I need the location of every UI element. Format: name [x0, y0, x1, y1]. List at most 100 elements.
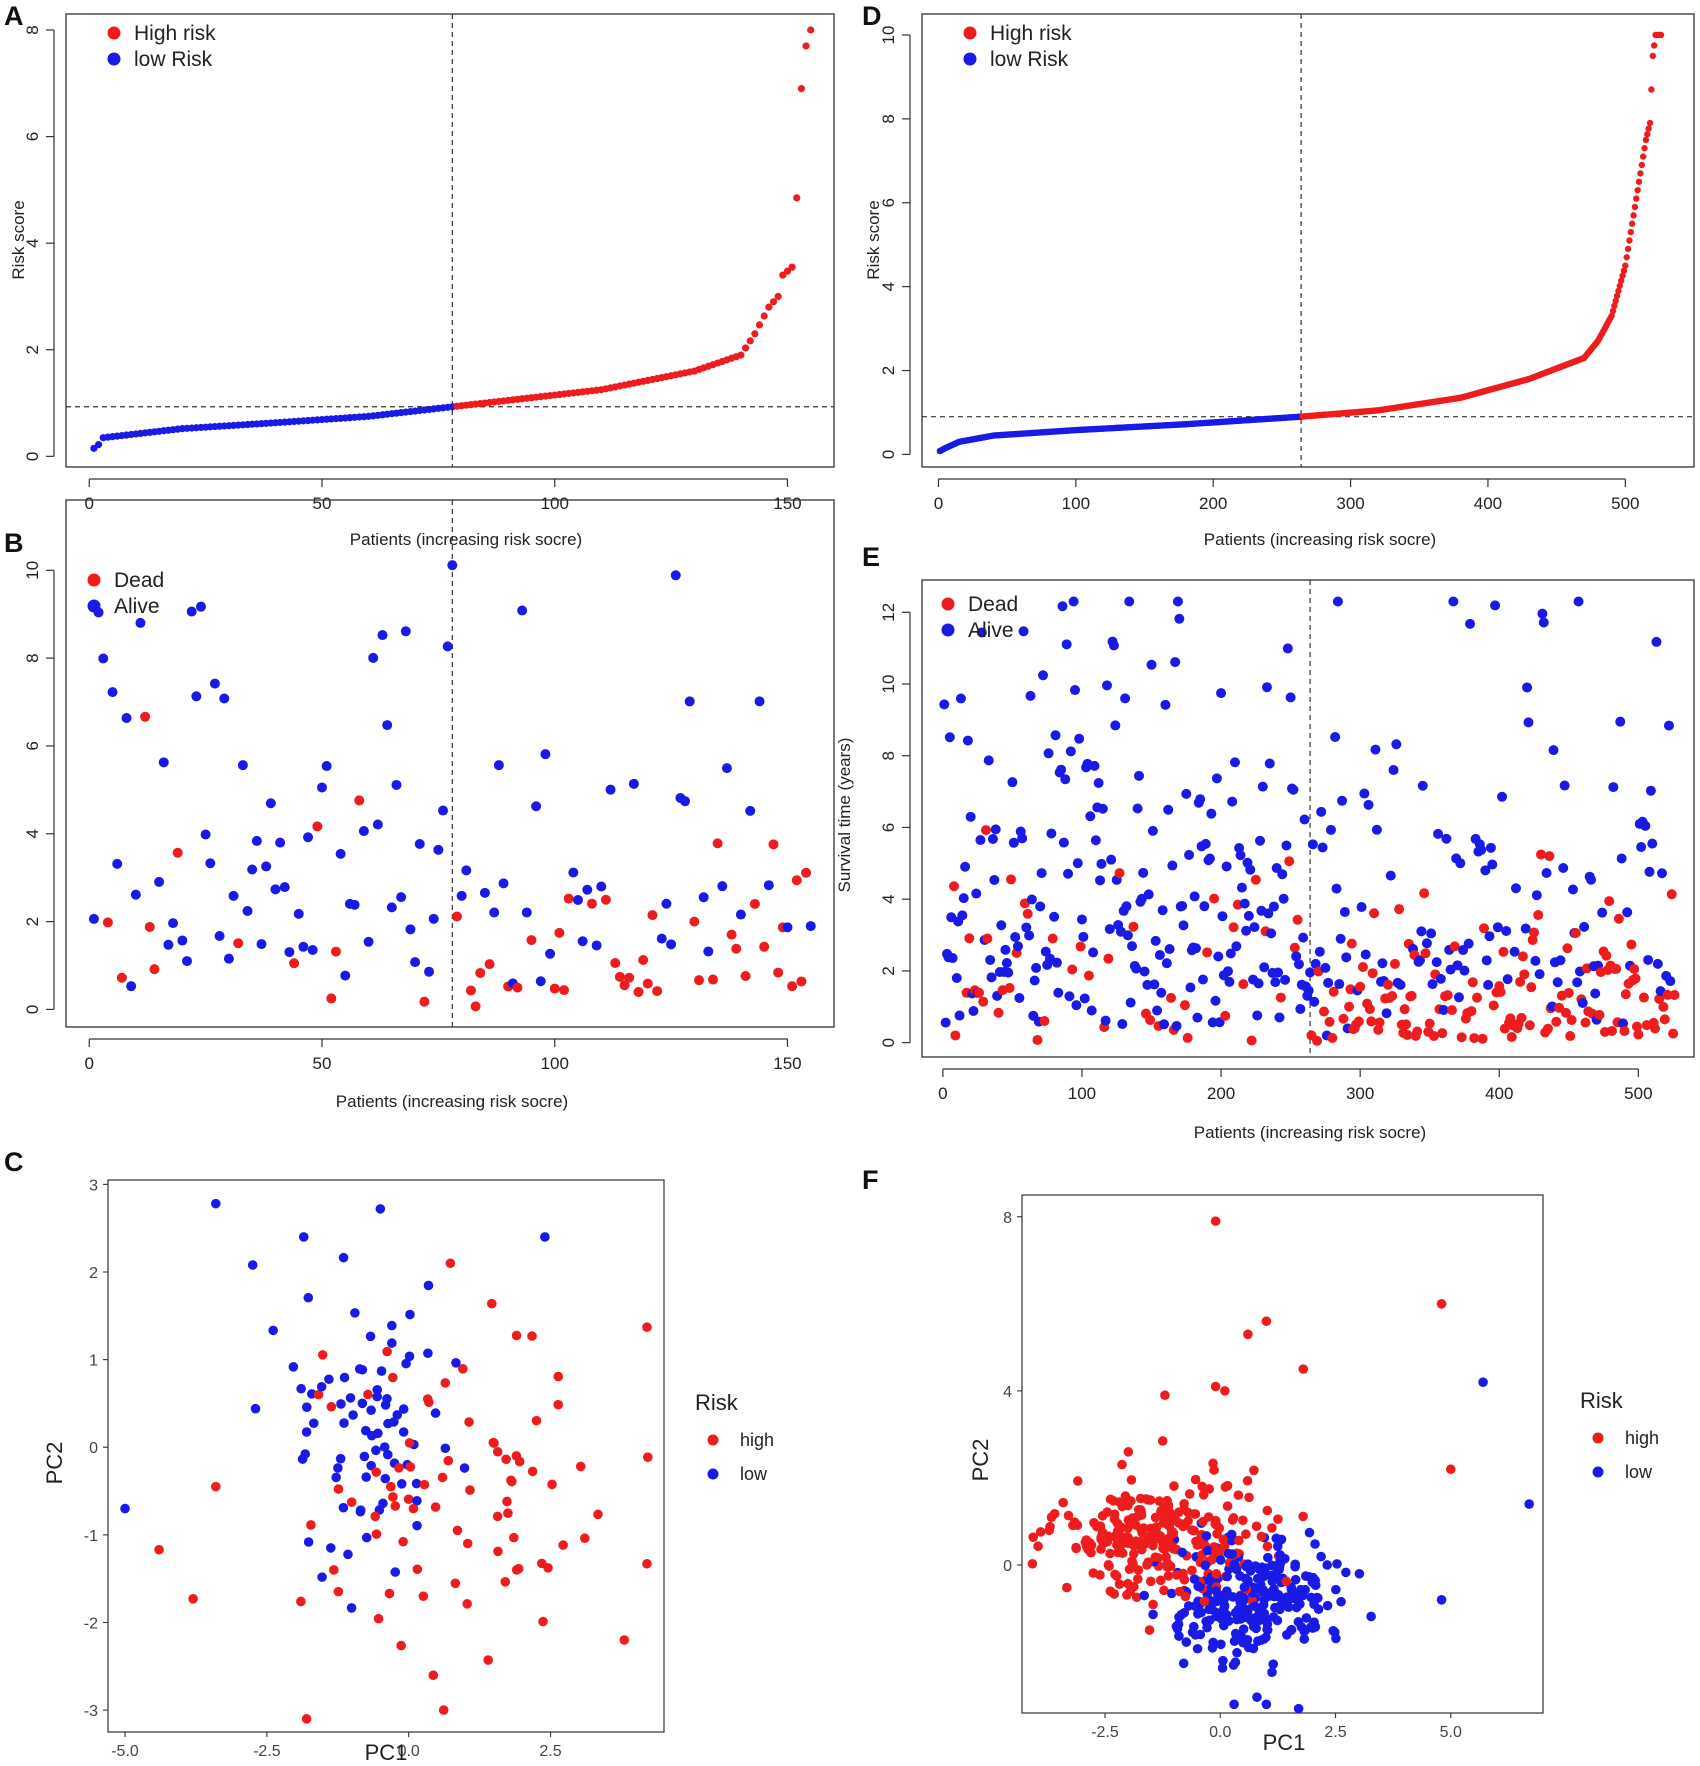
low-risk-point	[210, 1198, 221, 1209]
x-tick-label: 0.0	[398, 1743, 420, 1760]
low-risk-point	[297, 1454, 308, 1464]
dead-point	[526, 935, 537, 946]
high-risk-point	[403, 1494, 414, 1504]
low-risk-point	[1232, 1647, 1242, 1658]
y-tick-label: 4	[879, 894, 898, 903]
alive-point	[1012, 941, 1023, 952]
dead-point	[1083, 970, 1094, 981]
high-risk-point	[1152, 1528, 1162, 1538]
dead-point	[1666, 889, 1677, 900]
alive-point	[1139, 966, 1150, 977]
alive-point	[1266, 928, 1277, 939]
dead-point	[1495, 987, 1506, 998]
high-risk-point	[1068, 1520, 1078, 1531]
high-risk-point	[783, 267, 792, 275]
alive-point	[1249, 922, 1260, 933]
dead-point	[787, 981, 798, 992]
dead-point	[1638, 992, 1649, 1003]
dead-point	[1626, 939, 1637, 950]
low-risk-point	[423, 1280, 434, 1291]
low-risk-point	[1232, 1614, 1242, 1625]
high-risk-point	[1184, 1489, 1195, 1499]
alive-point	[1298, 932, 1309, 943]
alive-point	[1007, 777, 1018, 788]
dead-point	[694, 975, 705, 986]
alive-point	[989, 874, 1000, 885]
low-risk-point	[348, 1410, 358, 1420]
high-risk-point	[412, 1564, 423, 1575]
alive-point	[568, 867, 579, 878]
high-risk-point	[1244, 1492, 1254, 1503]
alive-point	[1003, 967, 1014, 978]
alive-point	[1323, 977, 1334, 988]
high-risk-point	[492, 1446, 503, 1457]
alive-point	[1278, 893, 1289, 904]
low-risk-point	[1252, 1612, 1262, 1622]
low-risk-point	[1218, 1620, 1229, 1631]
low-risk-point	[1190, 1601, 1200, 1611]
alive-point	[531, 801, 542, 812]
alive-point	[1455, 858, 1466, 869]
y-tick-label: 2	[879, 366, 898, 375]
low-risk-point	[1299, 1634, 1310, 1644]
low-risk-point	[1436, 1595, 1447, 1605]
alive-point	[479, 887, 490, 898]
low-risk-point	[1250, 1601, 1260, 1611]
alive-point	[1068, 596, 1079, 607]
alive-point	[410, 957, 421, 968]
low-risk-point	[1202, 1622, 1212, 1633]
low-risk-point	[1190, 1630, 1201, 1640]
alive-point	[1485, 842, 1496, 853]
x-tick-label: 150	[773, 1054, 801, 1073]
dead-point	[1544, 851, 1555, 862]
alive-point	[1651, 636, 1662, 647]
legend-marker	[107, 26, 121, 40]
high-risk-point	[527, 1331, 537, 1341]
high-risk-point	[1109, 1509, 1120, 1519]
low-risk-point	[1313, 1604, 1324, 1615]
high-risk-point	[779, 271, 787, 279]
dead-point	[1312, 1035, 1323, 1046]
alive-point	[275, 837, 286, 848]
high-risk-point	[210, 1481, 221, 1492]
y-tick-label: 6	[23, 132, 42, 141]
high-risk-point	[511, 1451, 522, 1461]
dead-point	[1477, 1033, 1488, 1044]
low-risk-point	[412, 1495, 422, 1506]
alive-point	[1459, 965, 1470, 976]
alive-point	[1106, 854, 1117, 865]
high-risk-point	[492, 1511, 503, 1522]
alive-point	[1056, 764, 1067, 775]
dead-point	[1488, 1000, 1499, 1011]
dead-point	[1449, 941, 1460, 952]
dead-point	[1374, 1017, 1385, 1028]
high-risk-point	[1150, 1512, 1161, 1523]
y-tick-label: 4	[879, 282, 898, 291]
high-risk-point	[326, 1401, 337, 1412]
high-risk-point	[1243, 1329, 1253, 1340]
dead-point	[980, 825, 991, 836]
dead-point	[974, 987, 985, 998]
low-risk-point	[1301, 1613, 1312, 1623]
alive-point	[400, 626, 411, 637]
alive-point	[1160, 699, 1171, 710]
dead-point	[330, 946, 341, 957]
alive-point	[735, 909, 746, 920]
alive-point	[1049, 911, 1060, 922]
low-risk-point	[359, 1451, 370, 1462]
high-risk-point	[553, 1371, 564, 1382]
high-risk-point	[642, 1322, 652, 1332]
dead-point	[1533, 910, 1544, 921]
legend-entry: Dead	[114, 569, 164, 592]
alive-point	[1433, 828, 1444, 839]
alive-point	[1138, 867, 1149, 878]
low-risk-point	[1193, 1581, 1203, 1592]
dead-point	[948, 881, 959, 892]
alive-point	[975, 835, 986, 846]
alive-point	[195, 601, 206, 612]
dead-point	[633, 986, 644, 997]
low-risk-point	[1524, 1499, 1534, 1509]
high-risk-point	[306, 1520, 316, 1530]
high-risk-point	[746, 337, 754, 345]
